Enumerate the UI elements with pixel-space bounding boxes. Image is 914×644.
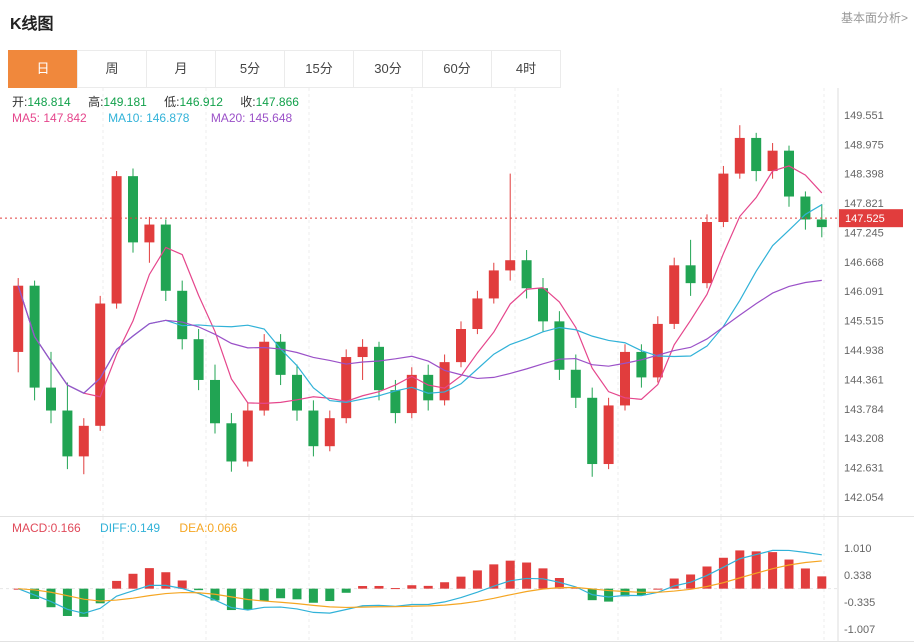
price-axis: 149.551 148.975 148.398 147.821 147.245 146.6… [844,110,884,504]
grid-lines [102,88,825,516]
page-title: K线图 [10,16,54,33]
y-axis-tick: 147.821 [844,198,884,210]
macd-panel: 1.010 0.338 -0.335 -1.007 MACD:0.166 DIFF:0… [0,516,914,642]
tab-day[interactable]: 日 [8,50,78,88]
current-price-badge: 147.525 [839,209,903,228]
main-chart-area: 149.551 148.975 148.398 147.821 147.245 146.6… [0,88,914,516]
macd-histogram [13,550,827,617]
tab-15min[interactable]: 15分 [284,50,354,88]
y-axis-tick: 143.208 [844,433,884,445]
y-axis-tick: -1.007 [844,624,875,636]
y-axis-tick: 146.091 [844,286,884,298]
y-axis-tick: 148.975 [844,139,884,151]
macd-axis: 1.010 0.338 -0.335 -1.007 [844,543,875,636]
tab-30min[interactable]: 30分 [353,50,423,88]
candlestick-chart[interactable]: 149.551 148.975 148.398 147.821 147.245 146.6… [0,88,914,516]
y-axis-tick: 149.551 [844,110,884,122]
y-axis-tick: 142.054 [844,492,884,504]
y-axis-tick: 147.245 [844,227,884,239]
tab-60min[interactable]: 60分 [422,50,492,88]
timeframe-tabs: 日 周 月 5分 15分 30分 60分 4时 [8,50,561,88]
ma-lines [17,165,823,404]
y-axis-tick: 0.338 [844,570,872,582]
y-axis-tick: 1.010 [844,543,872,555]
tab-month[interactable]: 月 [146,50,216,88]
candles-layer [13,125,827,477]
y-axis-tick: -0.335 [844,597,875,609]
y-axis-tick: 144.938 [844,345,884,357]
tab-5min[interactable]: 5分 [215,50,285,88]
y-axis-tick: 143.784 [844,404,884,416]
tab-week[interactable]: 周 [77,50,147,88]
svg-text:147.525: 147.525 [845,213,885,225]
y-axis-tick: 145.515 [844,316,884,328]
macd-lines [17,549,822,614]
y-axis-tick: 148.398 [844,169,884,181]
macd-chart[interactable]: 1.010 0.338 -0.335 -1.007 [0,517,914,641]
header: K线图 基本面分析> [0,0,914,48]
fundamental-analysis-link[interactable]: 基本面分析> [840,11,908,25]
y-axis-tick: 144.361 [844,374,884,386]
tab-4hour[interactable]: 4时 [491,50,561,88]
y-axis-tick: 142.631 [844,463,884,475]
y-axis-tick: 146.668 [844,257,884,269]
